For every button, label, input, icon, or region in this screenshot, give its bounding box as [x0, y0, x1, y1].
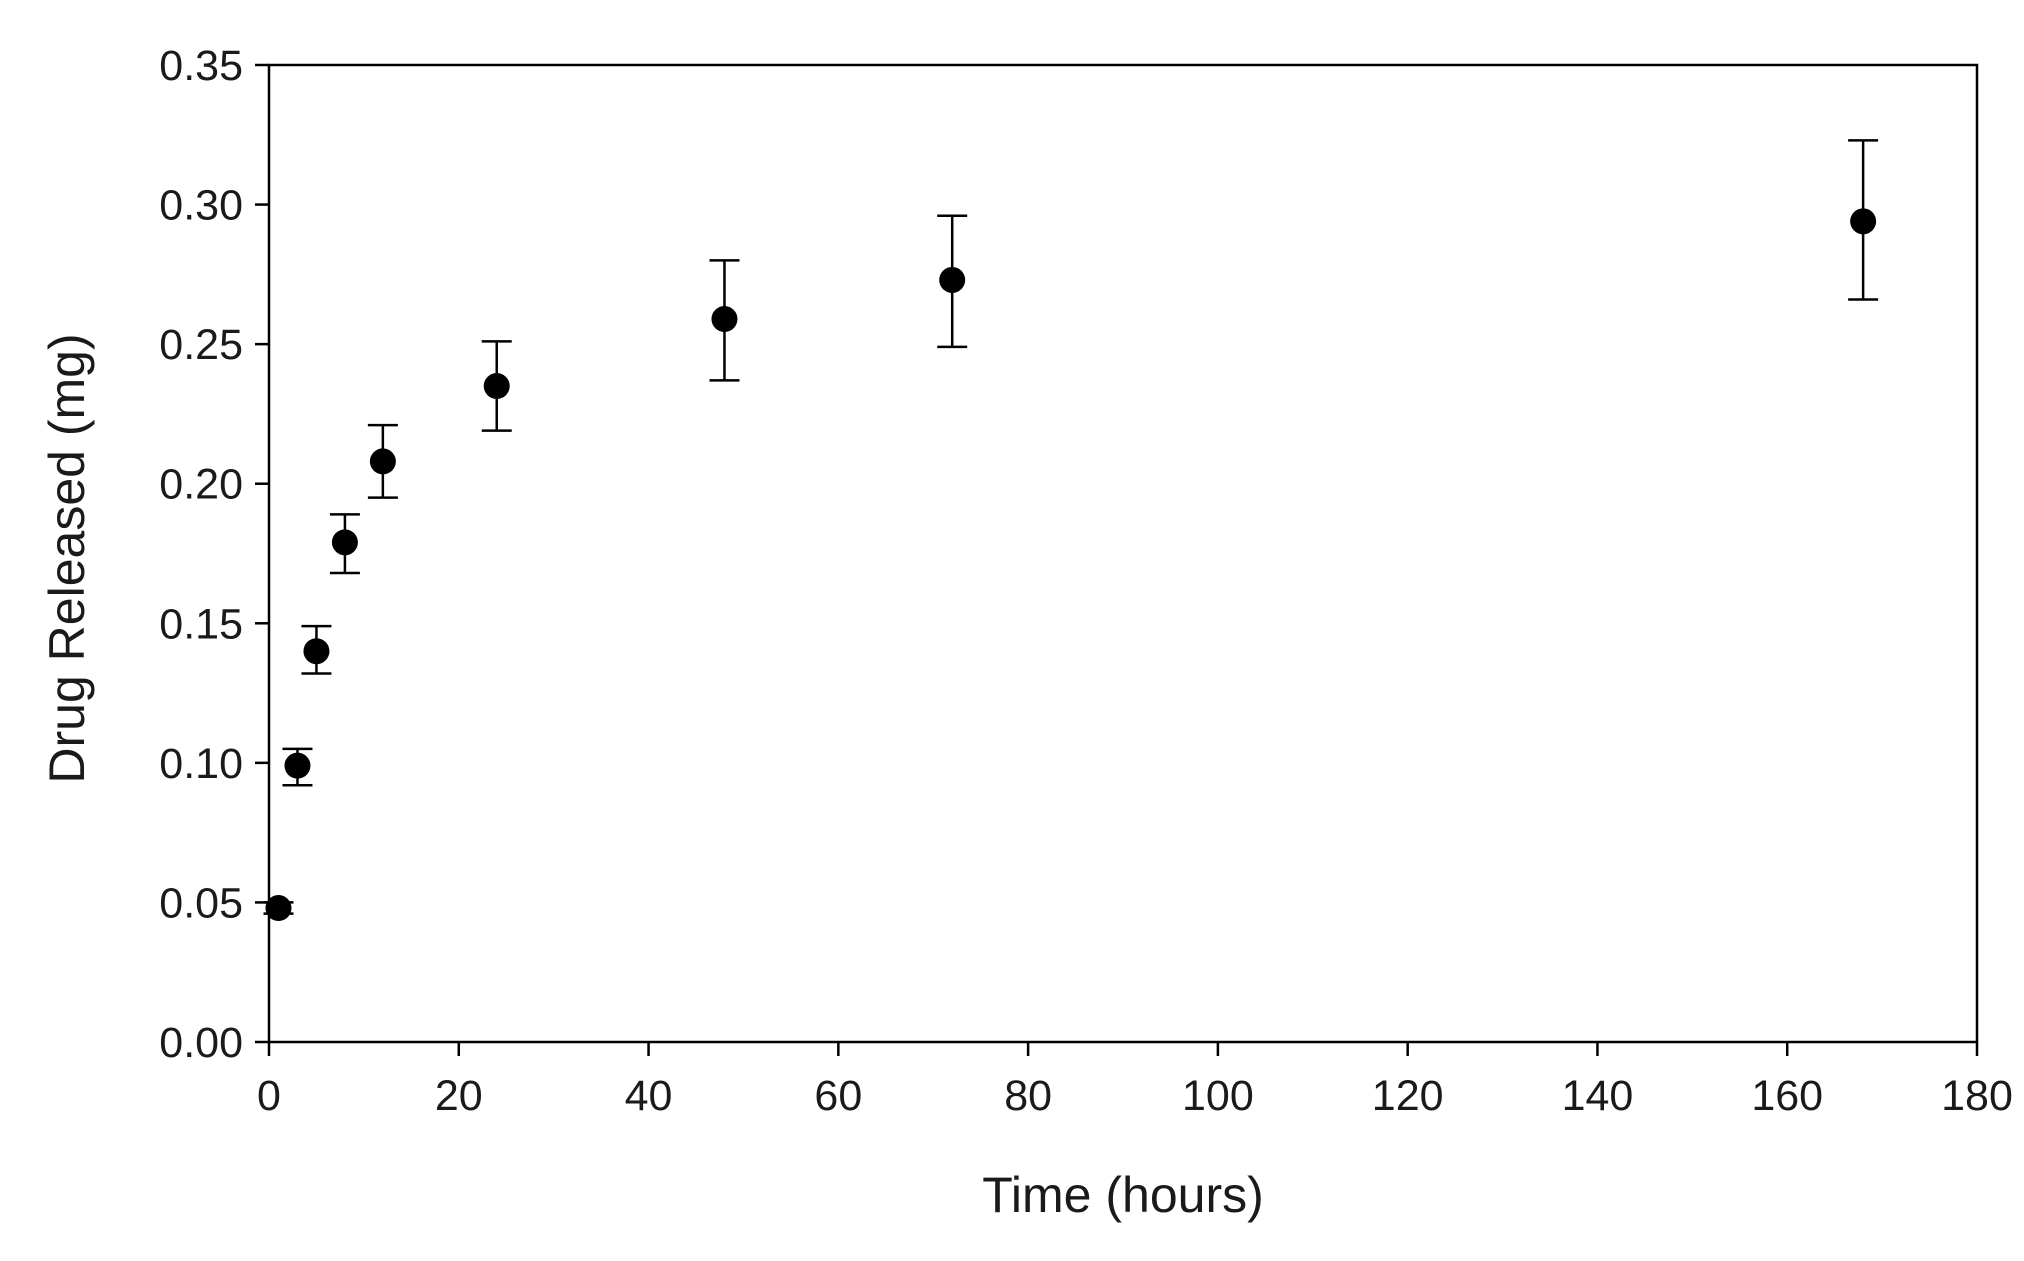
y-axis-title: Drug Released (mg)	[39, 333, 95, 783]
y-tick-label: 0.30	[159, 182, 243, 230]
y-tick-label: 0.20	[159, 461, 243, 509]
x-tick-label: 40	[625, 1072, 673, 1120]
x-axis-title: Time (hours)	[982, 1167, 1264, 1223]
data-point	[284, 752, 311, 779]
x-tick-label: 160	[1751, 1072, 1823, 1120]
data-point	[1850, 208, 1877, 235]
data-points	[265, 208, 1877, 922]
data-point	[265, 895, 292, 922]
plot-area	[267, 63, 1979, 1044]
x-tick-label: 60	[814, 1072, 862, 1120]
y-tick-label: 0.35	[159, 42, 243, 90]
y-tick-label: 0.10	[159, 740, 243, 788]
x-tick-label: 120	[1372, 1072, 1444, 1120]
data-point	[939, 266, 966, 293]
x-tick-label: 20	[435, 1072, 483, 1120]
y-axis: 0.00 0.05 0.10 0.15 0.20 0.25 0.30 0.35	[159, 42, 269, 1067]
x-tick-label: 0	[257, 1072, 281, 1120]
data-point	[369, 448, 396, 475]
x-axis: 0 20 40 60 80 100 120 140 160 180	[257, 1042, 2013, 1120]
data-point	[331, 529, 358, 556]
y-tick-label: 0.15	[159, 600, 243, 648]
y-tick-label: 0.00	[159, 1019, 243, 1067]
data-point	[711, 306, 738, 333]
data-point	[483, 373, 510, 400]
x-tick-label: 180	[1941, 1072, 2013, 1120]
data-point	[303, 638, 330, 665]
y-tick-label: 0.25	[159, 321, 243, 369]
plot-frame	[267, 63, 1979, 1044]
y-tick-label: 0.05	[159, 879, 243, 927]
x-tick-label: 100	[1182, 1072, 1254, 1120]
x-tick-label: 140	[1562, 1072, 1634, 1120]
x-tick-label: 80	[1004, 1072, 1052, 1120]
